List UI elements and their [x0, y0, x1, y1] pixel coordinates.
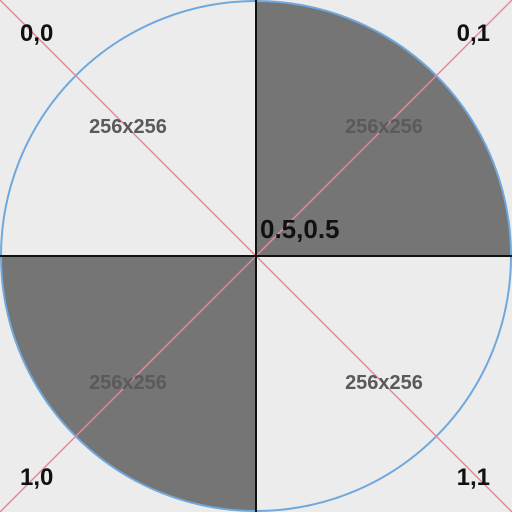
corner-label-bottom-right: 1,1: [457, 464, 490, 491]
quadrant-top-left-label: 256x256: [89, 116, 167, 138]
quadrant-bottom-right-label: 256x256: [345, 372, 423, 394]
center-label: 0.5,0.5: [260, 214, 340, 244]
quadrant-bottom-left-label: 256x256: [89, 372, 167, 394]
corner-label-bottom-left: 1,0: [20, 464, 53, 491]
corner-label-top-right: 0,1: [457, 20, 490, 47]
quadrant-top-right-label: 256x256: [345, 116, 423, 138]
corner-label-top-left: 0,0: [20, 20, 53, 47]
